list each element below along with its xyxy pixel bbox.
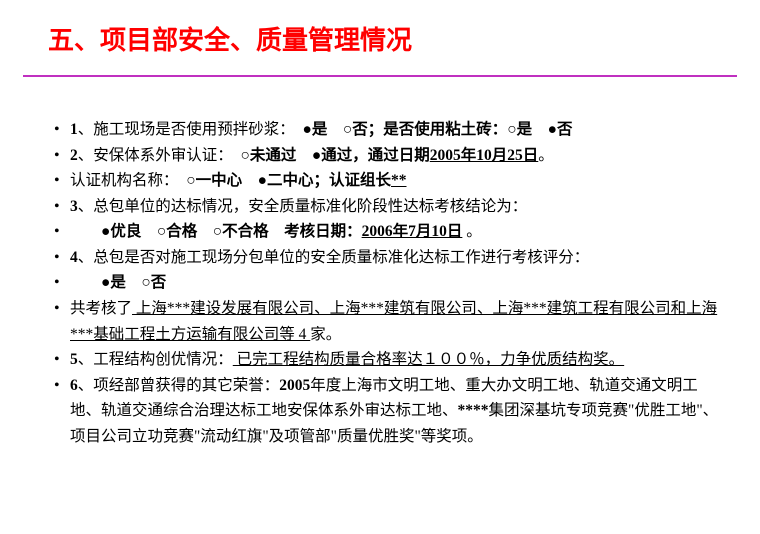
text: 、施工现场是否使用预拌砂浆： — [78, 121, 287, 138]
content-area: 1、施工现场是否使用预拌砂浆： ●是 ○否；是否使用粘土砖：○是 ●否 2、安保… — [0, 117, 760, 449]
text: 。 — [538, 147, 554, 164]
divider-line — [23, 75, 737, 77]
choice: ●优良 ○合格 ○不合格 考核日期： — [70, 223, 362, 240]
year: 2005 — [279, 377, 310, 394]
item-7: ●是 ○否 — [54, 270, 720, 296]
choice: ○未通过 ●通过，通过日期 — [225, 147, 430, 164]
text: 认证机构名称： — [70, 172, 171, 189]
item-3: 认证机构名称： ○一中心 ●二中心；认证组长** — [54, 168, 720, 194]
text: 。 — [462, 223, 481, 240]
choice: ●是 ○否 — [70, 274, 166, 291]
num: 6 — [70, 377, 78, 394]
group: **** — [458, 402, 489, 419]
bullet-list: 1、施工现场是否使用预拌砂浆： ●是 ○否；是否使用粘土砖：○是 ●否 2、安保… — [54, 117, 720, 449]
text: 、项经部曾获得的其它荣誉： — [78, 377, 280, 394]
text: 家。 — [310, 326, 341, 343]
choice: ○一中心 ●二中心；认证组长 — [171, 172, 391, 189]
text: 、工程结构创优情况： — [78, 351, 233, 368]
item-1: 1、施工现场是否使用预拌砂浆： ●是 ○否；是否使用粘土砖：○是 ●否 — [54, 117, 720, 143]
companies: 上海***建设发展有限公司、上海***建筑有限公司、上海***建筑工程有限公司和… — [70, 300, 717, 343]
text: 、总包是否对施工现场分包单位的安全质量标准化达标工作进行考核评分： — [78, 249, 590, 266]
num: 4 — [70, 249, 78, 266]
text: 共考核了 — [70, 300, 132, 317]
choice: ●是 ○否；是否使用粘土砖：○是 ●否 — [287, 121, 572, 138]
quality: 已完工程结构质量合格率达１００％，力争优质结构奖。 — [233, 351, 624, 368]
item-8: 共考核了 上海***建设发展有限公司、上海***建筑有限公司、上海***建筑工程… — [54, 296, 720, 347]
num: 1 — [70, 121, 78, 138]
section-title: 五、项目部安全、质量管理情况 — [0, 0, 760, 75]
item-6: 4、总包是否对施工现场分包单位的安全质量标准化达标工作进行考核评分： — [54, 245, 720, 271]
date: 2006年7月10日 — [362, 223, 463, 240]
leader: ** — [391, 172, 407, 189]
item-2: 2、安保体系外审认证： ○未通过 ●通过，通过日期2005年10月25日。 — [54, 143, 720, 169]
item-9: 5、工程结构创优情况： 已完工程结构质量合格率达１００％，力争优质结构奖。 — [54, 347, 720, 373]
date: 2005年10月25日 — [430, 147, 539, 164]
num: 5 — [70, 351, 78, 368]
item-5: ●优良 ○合格 ○不合格 考核日期：2006年7月10日 。 — [54, 219, 720, 245]
item-4: 3、总包单位的达标情况，安全质量标准化阶段性达标考核结论为： — [54, 194, 720, 220]
text: 、安保体系外审认证： — [78, 147, 225, 164]
item-10: 6、项经部曾获得的其它荣誉：2005年度上海市文明工地、重大办文明工地、轨道交通… — [54, 373, 720, 450]
num: 3 — [70, 198, 78, 215]
text: 、总包单位的达标情况，安全质量标准化阶段性达标考核结论为： — [78, 198, 528, 215]
num: 2 — [70, 147, 78, 164]
